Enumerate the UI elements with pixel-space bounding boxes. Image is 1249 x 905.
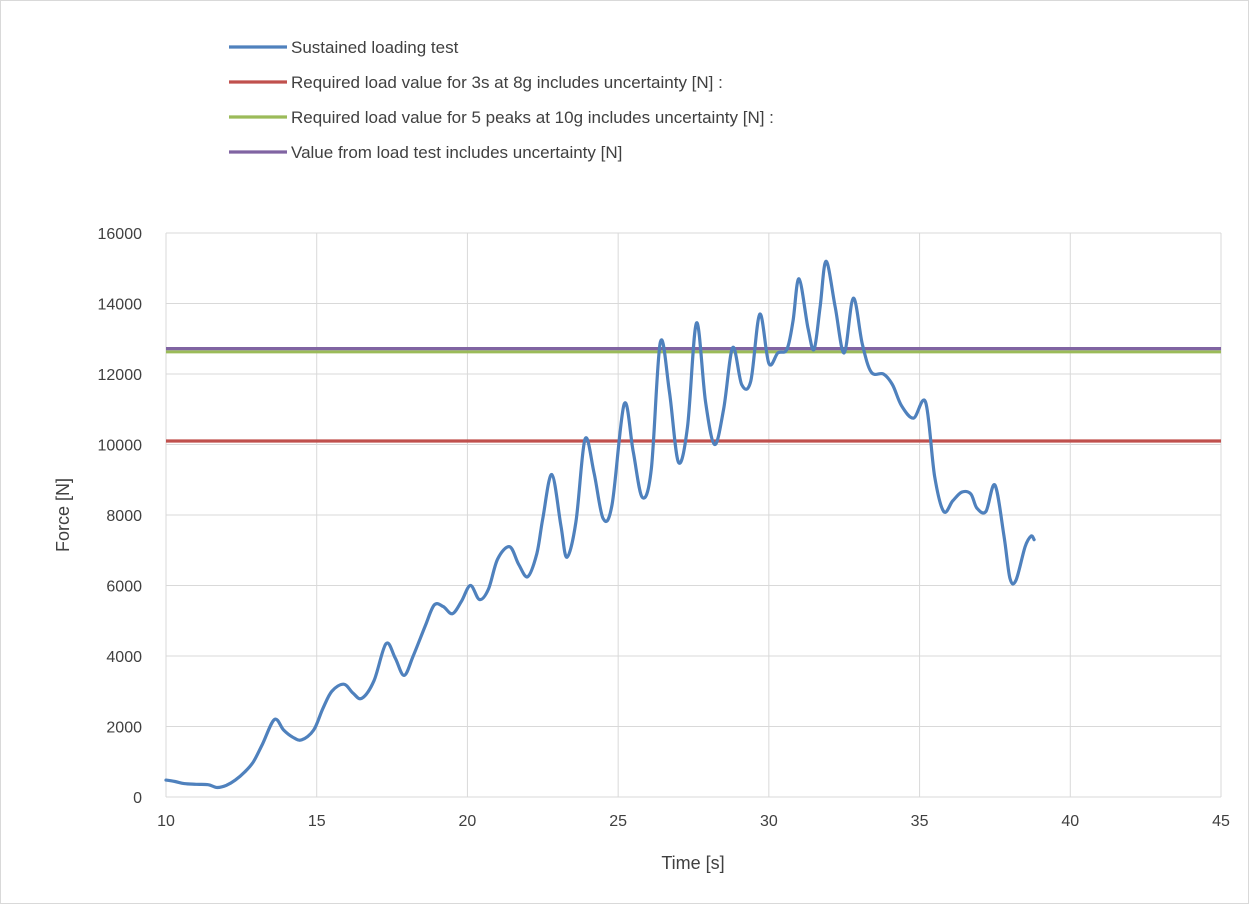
legend-label: Required load value for 5 peaks at 10g i… xyxy=(291,108,774,127)
x-tick-label: 10 xyxy=(157,813,175,830)
y-tick-label: 2000 xyxy=(106,720,142,737)
x-tick-label: 35 xyxy=(911,813,929,830)
legend: Sustained loading test Required load valu… xyxy=(229,38,774,162)
x-axis-ticks: 10 15 20 25 30 35 40 45 xyxy=(157,813,1230,830)
y-tick-label: 16000 xyxy=(98,226,143,243)
x-tick-label: 40 xyxy=(1061,813,1079,830)
y-axis-title: Force [N] xyxy=(53,478,73,552)
y-tick-label: 12000 xyxy=(98,367,143,384)
y-tick-label: 8000 xyxy=(106,508,142,525)
legend-label: Value from load test includes uncertaint… xyxy=(291,143,622,162)
y-axis-ticks: 0 2000 4000 6000 8000 10000 12000 14000 16000 xyxy=(98,226,143,807)
grid xyxy=(165,232,1222,798)
series-lines xyxy=(164,259,1036,790)
y-tick-label: 14000 xyxy=(98,297,143,314)
x-tick-label: 20 xyxy=(459,813,477,830)
x-tick-label: 30 xyxy=(760,813,778,830)
x-tick-label: 45 xyxy=(1212,813,1230,830)
y-tick-label: 6000 xyxy=(106,579,142,596)
y-tick-label: 0 xyxy=(133,790,142,807)
y-tick-label: 4000 xyxy=(106,649,142,666)
x-tick-label: 25 xyxy=(609,813,627,830)
legend-label: Sustained loading test xyxy=(291,38,459,57)
y-tick-label: 10000 xyxy=(98,438,143,455)
series-line-sustained-loading-test xyxy=(164,259,1036,790)
x-axis-title: Time [s] xyxy=(661,853,724,873)
legend-label: Required load value for 3s at 8g include… xyxy=(291,73,723,92)
x-tick-label: 15 xyxy=(308,813,326,830)
